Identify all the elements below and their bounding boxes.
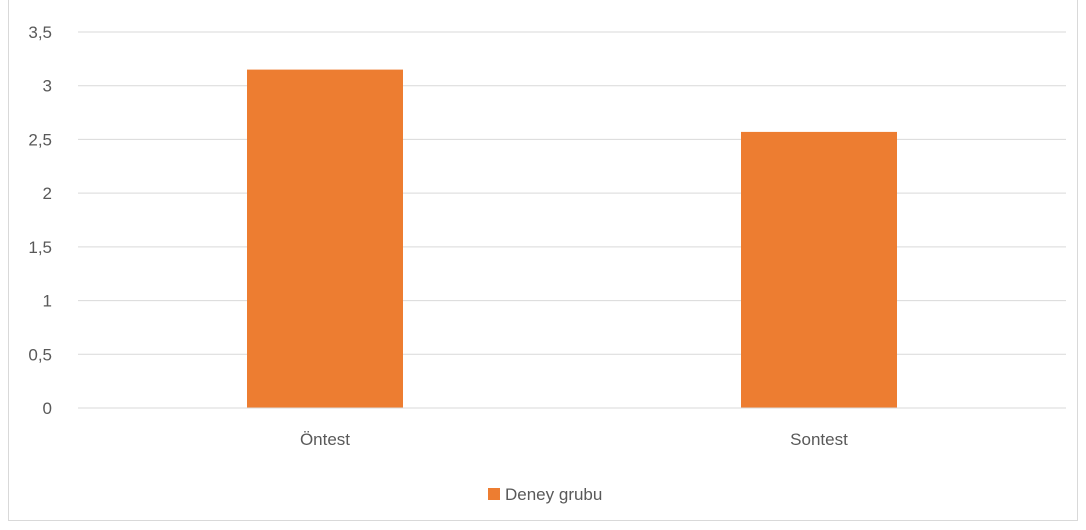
chart-frame <box>8 0 1078 521</box>
y-axis-ticks: 0 0,5 1 1,5 2 2,5 3 3,5 <box>28 23 52 418</box>
y-tick-label: 1 <box>43 292 52 311</box>
x-axis-ticks: Öntest Sontest <box>300 430 848 449</box>
bars <box>247 69 897 408</box>
y-tick-label: 0,5 <box>28 345 52 364</box>
bar-0 <box>247 69 403 408</box>
y-tick-label: 0 <box>43 399 52 418</box>
legend-label-deney-grubu: Deney grubu <box>505 485 602 504</box>
x-tick-label: Sontest <box>790 430 848 449</box>
y-tick-label: 1,5 <box>28 238 52 257</box>
legend-swatch-deney-grubu <box>488 488 500 500</box>
bar-1 <box>741 131 897 408</box>
y-tick-label: 3,5 <box>28 23 52 42</box>
gridlines <box>78 31 1066 355</box>
y-tick-label: 2,5 <box>28 130 52 149</box>
x-tick-label: Öntest <box>300 430 350 449</box>
y-tick-label: 3 <box>43 77 52 96</box>
y-tick-label: 2 <box>43 184 52 203</box>
legend: Deney grubu <box>488 485 602 504</box>
